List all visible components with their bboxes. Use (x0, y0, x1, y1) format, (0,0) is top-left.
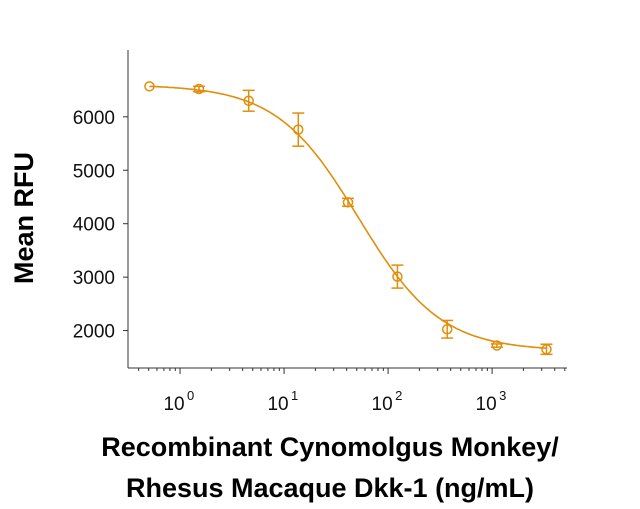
y-tick-label: 3000 (73, 268, 115, 289)
data-point (192, 83, 205, 95)
data-point (490, 340, 503, 351)
y-tick-label: 5000 (73, 161, 115, 182)
point-marker (293, 124, 304, 135)
x-tick-exponent: 1 (291, 388, 298, 403)
axes (123, 50, 567, 374)
point-marker (342, 197, 354, 208)
point-marker (541, 344, 552, 355)
data-point (292, 112, 305, 147)
point-marker (441, 324, 453, 335)
point-marker (392, 271, 403, 282)
point-marker (243, 95, 254, 107)
x-tick-exponent: 0 (187, 388, 194, 403)
fit-curve (149, 85, 547, 349)
point-marker (144, 81, 155, 92)
x-tick-label: 10 (476, 394, 497, 415)
y-tick-label: 6000 (73, 108, 115, 129)
y-axis-label: Mean RFU (9, 152, 39, 284)
x-tick-label: 10 (267, 394, 288, 415)
point-marker (193, 83, 205, 95)
x-tick-exponent: 2 (395, 388, 402, 403)
y-tick-label: 2000 (73, 322, 115, 343)
data-point (391, 264, 404, 289)
data-point (242, 89, 255, 112)
point-marker (491, 340, 503, 351)
data-point (441, 319, 454, 339)
data-points (144, 81, 553, 356)
data-point (540, 343, 553, 356)
data-point (342, 197, 355, 208)
y-tick-label: 4000 (73, 215, 115, 236)
x-tick-exponent: 3 (499, 388, 506, 403)
x-axis-label-line2: Rhesus Macaque Dkk-1 (ng/mL) (126, 473, 534, 503)
data-point (144, 81, 155, 92)
x-tick-label: 10 (163, 394, 184, 415)
x-tick-label: 10 (372, 394, 393, 415)
x-axis-label-line1: Recombinant Cynomolgus Monkey/ (101, 432, 559, 462)
